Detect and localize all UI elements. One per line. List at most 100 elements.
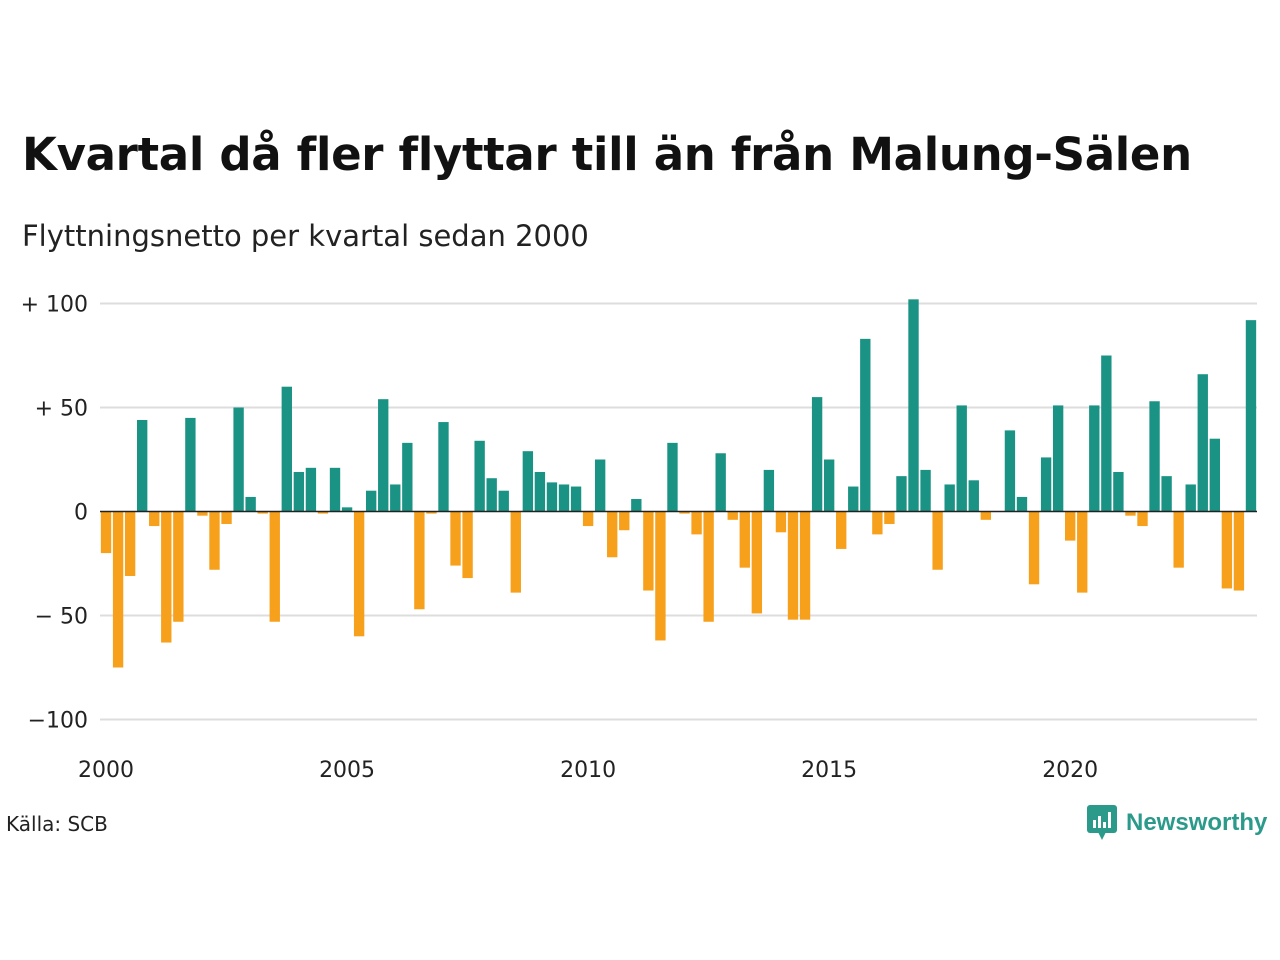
bar <box>1040 457 1052 512</box>
bar <box>860 338 871 512</box>
bar <box>1052 405 1064 512</box>
bar <box>414 511 425 610</box>
bar <box>558 484 570 512</box>
bar <box>221 511 232 524</box>
bar <box>956 405 967 512</box>
bar <box>1149 401 1160 512</box>
bar <box>1173 511 1184 568</box>
y-tick-label: −100 <box>28 709 88 734</box>
bar <box>763 469 775 512</box>
bar <box>474 440 485 512</box>
bar <box>920 469 931 512</box>
bar <box>402 442 413 512</box>
bar <box>884 511 895 524</box>
bar <box>823 459 835 512</box>
bar <box>353 511 365 637</box>
bar <box>137 419 148 512</box>
x-tick-label: 2010 <box>560 758 616 783</box>
bar <box>185 417 196 512</box>
y-axis-labels: + 100 + 50 0 − 50 −100 <box>21 293 88 734</box>
bar <box>667 442 678 512</box>
bar <box>209 511 220 570</box>
bar <box>124 511 136 576</box>
bar <box>341 507 353 512</box>
bar <box>582 511 594 527</box>
bar <box>438 422 449 512</box>
bar <box>522 451 534 512</box>
bar <box>631 499 642 512</box>
bar <box>1197 374 1208 512</box>
bar <box>932 511 943 570</box>
bar <box>896 476 907 512</box>
bar <box>703 511 714 622</box>
bar-chart: + 100 + 50 0 − 50 −100 2000 2005 2010 2015 2020 <box>21 293 1257 783</box>
bar <box>1233 511 1245 591</box>
bar <box>233 407 244 512</box>
bar <box>872 511 883 535</box>
bar <box>980 511 992 520</box>
source-note: Källa: SCB <box>6 812 108 836</box>
gridlines <box>100 302 1257 721</box>
bar <box>510 511 521 593</box>
bars <box>100 299 1257 668</box>
bar <box>317 511 329 514</box>
bar <box>727 511 738 520</box>
bar <box>1028 511 1040 585</box>
bar <box>486 478 497 512</box>
x-tick-label: 2020 <box>1042 758 1098 783</box>
bar <box>1125 511 1136 516</box>
bar <box>1101 355 1112 512</box>
brand-name: Newsworthy <box>1126 809 1268 836</box>
bar <box>1221 511 1233 589</box>
bar <box>1004 430 1016 512</box>
bar <box>149 511 160 527</box>
bar <box>968 480 979 512</box>
bar <box>257 511 268 514</box>
bar <box>1089 405 1100 512</box>
bar <box>1161 476 1172 512</box>
bar <box>1137 511 1148 527</box>
bar <box>1077 511 1088 593</box>
y-tick-label: − 50 <box>35 605 88 630</box>
bar <box>161 511 172 643</box>
bar <box>534 471 546 512</box>
bar <box>1016 496 1028 512</box>
x-tick-label: 2005 <box>319 758 375 783</box>
bar <box>643 511 654 591</box>
bar <box>787 511 799 620</box>
bar <box>944 484 955 512</box>
brand-logo: Newsworthy <box>1087 803 1267 843</box>
bar <box>269 511 280 622</box>
y-tick-label: 0 <box>74 501 88 526</box>
bar <box>281 386 292 512</box>
bar <box>751 511 763 614</box>
x-axis-labels: 2000 2005 2010 2015 2020 <box>78 758 1098 783</box>
y-tick-label: + 50 <box>35 397 88 422</box>
bar <box>848 486 859 512</box>
bar <box>594 459 606 512</box>
bar <box>329 467 341 512</box>
bar <box>570 486 582 512</box>
y-tick-label: + 100 <box>21 293 88 318</box>
bar <box>365 490 377 512</box>
bar <box>775 511 787 533</box>
bar <box>1209 438 1220 512</box>
bar <box>691 511 702 535</box>
bar <box>112 511 124 668</box>
bar <box>173 511 184 622</box>
bar <box>378 399 389 512</box>
bar <box>715 453 726 512</box>
bar <box>450 511 461 566</box>
bar <box>1113 471 1124 512</box>
bar <box>908 299 919 512</box>
x-tick-label: 2015 <box>801 758 857 783</box>
chart-title: Kvartal då fler flyttar till än från Mal… <box>22 128 1192 181</box>
bar <box>739 511 750 568</box>
bar <box>679 511 690 514</box>
bar <box>799 511 811 620</box>
bar <box>607 511 618 558</box>
bar <box>1185 484 1196 512</box>
bar <box>1065 511 1076 541</box>
bar <box>1245 320 1257 512</box>
bar <box>462 511 473 579</box>
